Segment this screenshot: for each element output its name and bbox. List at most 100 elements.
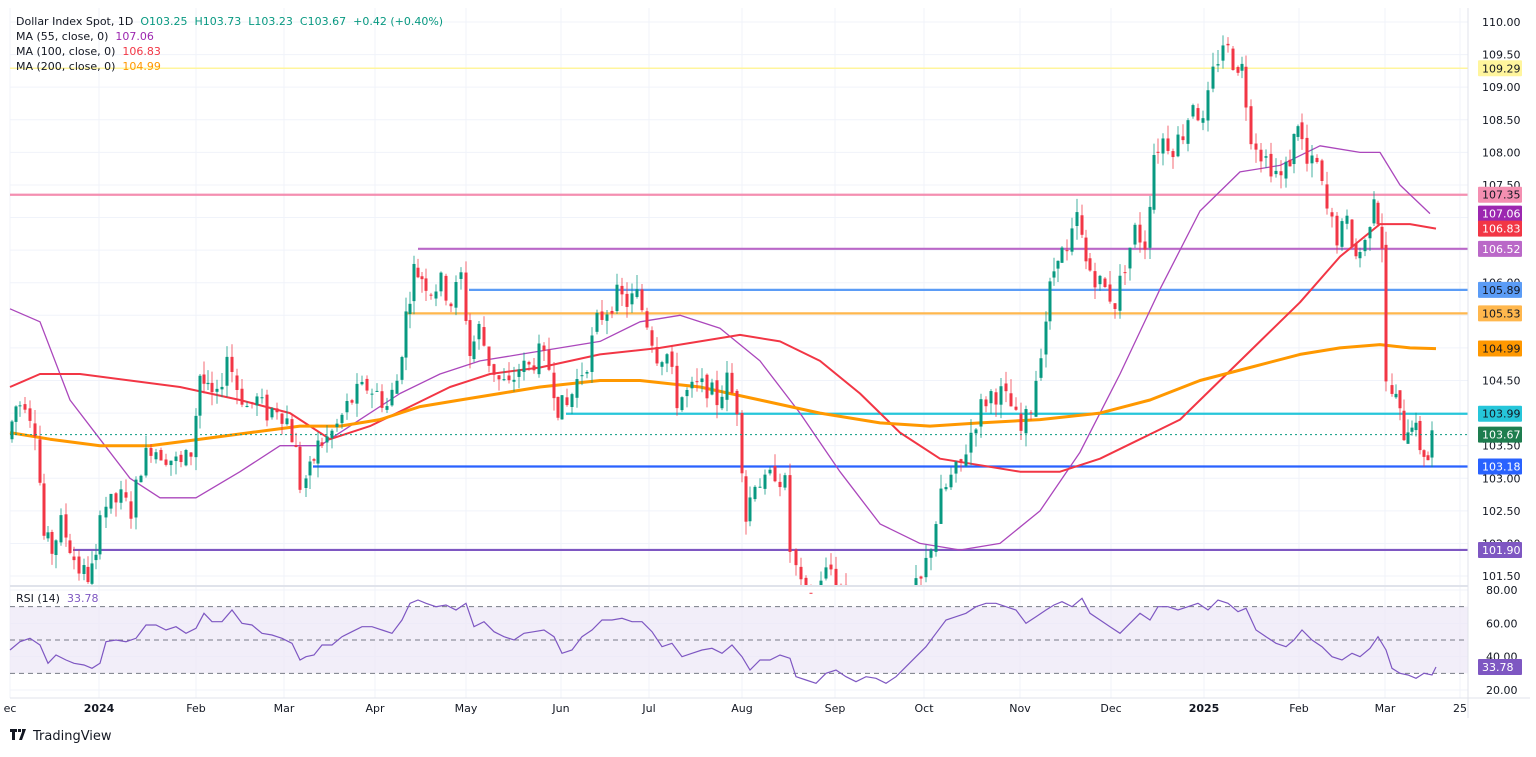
candle-body: [1052, 271, 1056, 278]
candle-body: [720, 396, 724, 409]
candle-body: [1019, 413, 1023, 431]
candle-body: [1161, 138, 1165, 154]
rsi-legend[interactable]: RSI (14) 33.78: [16, 592, 98, 605]
candle-body: [449, 303, 453, 307]
indicator-value: 104.99: [122, 60, 161, 73]
candle-body: [294, 445, 298, 447]
candle-body: [974, 429, 978, 434]
time-label: Feb: [186, 702, 205, 715]
candle-body: [1056, 260, 1060, 269]
candle-body: [575, 379, 579, 398]
symbol-row[interactable]: Dollar Index Spot, 1D O103.25 H103.73 L1…: [16, 14, 443, 29]
price-change: +0.42 (+0.40%): [353, 15, 444, 28]
price-axis[interactable]: 110.00109.50109.00108.50108.00107.50107.…: [1482, 16, 1521, 583]
candle-body: [385, 406, 389, 410]
price-badge-109.29: 109.29: [1478, 60, 1522, 77]
candle-body: [1398, 390, 1402, 409]
badge-bg: [1478, 426, 1522, 443]
candle-body: [1292, 133, 1296, 165]
candle-body: [804, 577, 808, 585]
candle-body: [416, 267, 420, 278]
time-label: Aug: [731, 702, 752, 715]
candle-body: [1254, 143, 1258, 150]
candle-body: [969, 432, 973, 453]
brand-name: TradingView: [33, 728, 112, 744]
candle-body: [1048, 281, 1052, 322]
candle-body: [1325, 184, 1329, 209]
candle-body: [395, 380, 399, 394]
candle-body: [730, 372, 734, 393]
candle-body: [1274, 170, 1278, 175]
candle-body: [829, 564, 833, 570]
horizontal-levels[interactable]: [10, 67, 1468, 552]
candle-body: [1113, 303, 1117, 309]
tradingview-logo-icon: [10, 728, 28, 744]
indicator-ma100[interactable]: MA (100, close, 0) 106.83: [16, 44, 443, 59]
candle-body: [1264, 156, 1268, 158]
candle-body: [1211, 66, 1215, 89]
candle-body: [179, 454, 183, 463]
candle-body: [250, 402, 254, 404]
candle-body: [210, 382, 214, 393]
candle-body: [1133, 224, 1137, 245]
price-tick: 109.50: [1482, 49, 1521, 62]
candle-body: [400, 357, 404, 380]
candle-body: [1380, 226, 1384, 249]
candle-body: [345, 401, 349, 413]
candle-body: [1330, 212, 1334, 217]
time-label: Oct: [914, 702, 934, 715]
time-label: ec: [4, 702, 17, 715]
candle-body: [819, 580, 823, 585]
candle-body: [1044, 321, 1048, 355]
candle-body: [50, 531, 54, 554]
candle-body: [459, 272, 463, 279]
candle-body: [705, 374, 709, 399]
time-axis[interactable]: ec 2024 Feb Mar Apr May Jun Jul Aug Sep Oct Nov Dec 2…: [4, 702, 1467, 715]
candle-body: [773, 466, 777, 482]
candle-body: [119, 489, 123, 503]
candle-body: [565, 397, 569, 406]
candle-body: [680, 397, 684, 411]
candle-body: [260, 397, 264, 399]
candle-body: [77, 556, 81, 574]
candle-body: [487, 346, 491, 366]
candle-body: [82, 565, 86, 574]
candle-body: [665, 354, 669, 364]
candle-body: [735, 390, 739, 415]
candle-body: [1390, 385, 1394, 394]
candle-body: [799, 566, 803, 580]
candle-body: [360, 381, 364, 385]
candle-body: [33, 423, 37, 437]
time-label: Feb: [1289, 702, 1308, 715]
candle-body: [944, 487, 948, 490]
candle-body: [390, 389, 394, 406]
ohlc-low: L103.23: [248, 15, 293, 28]
candle-body: [365, 378, 369, 391]
time-label: Jul: [641, 702, 655, 715]
indicator-ma55[interactable]: MA (55, close, 0) 107.06: [16, 29, 443, 44]
candle-body: [206, 382, 210, 385]
candle-body: [1300, 122, 1304, 140]
candle-body: [1221, 45, 1225, 61]
badge-bg: [1478, 220, 1522, 237]
candle-body: [275, 408, 279, 413]
candle-body: [1310, 155, 1314, 164]
candle-body: [595, 312, 599, 332]
badge-bg: [1478, 659, 1522, 676]
ma-line-55: [9, 145, 1431, 551]
rsi-path: [9, 597, 1437, 684]
badge-bg: [1478, 305, 1522, 322]
footer-branding[interactable]: TradingView: [10, 728, 112, 744]
candle-body: [1259, 149, 1263, 162]
price-badge-101.90: 101.90: [1478, 541, 1522, 558]
candle-body: [408, 303, 412, 315]
indicator-ma200[interactable]: MA (200, close, 0) 104.99: [16, 59, 443, 74]
candle-body: [1350, 219, 1354, 248]
candle-body: [670, 351, 674, 367]
candle-body: [194, 415, 198, 458]
badge-text: 109.29: [1482, 62, 1521, 75]
candle-body: [1414, 422, 1418, 431]
